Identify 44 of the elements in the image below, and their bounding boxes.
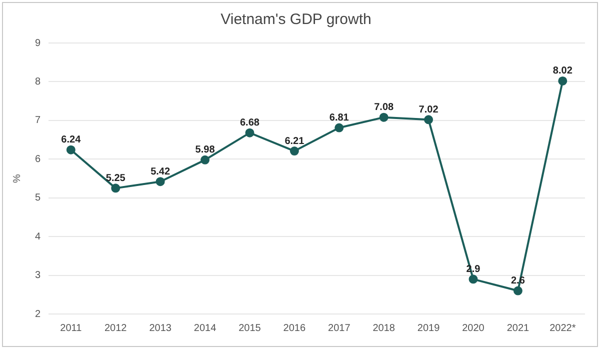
x-tick-label: 2015 [238,322,262,334]
point [468,274,478,284]
data-label: 7.08 [374,102,394,114]
x-tick-label: 2012 [104,322,128,334]
point [66,145,76,154]
data-label: 6.81 [329,112,350,124]
y-tick-label: 6 [35,154,41,165]
y-tick-label: 4 [35,231,41,242]
x-tick-label: 2017 [328,322,351,334]
point [513,286,522,296]
y-axis-title: % [12,174,23,183]
y-tick-label: 2 [35,308,41,320]
point [290,146,299,156]
data-label: 8.02 [552,66,573,77]
data-label: 5.42 [150,166,170,178]
x-tick-label: 2019 [417,322,440,334]
point [424,115,434,124]
data-label: 7.02 [418,104,439,116]
data-label: 6.68 [240,118,260,129]
data-label: 6.21 [284,136,305,147]
point [558,76,568,86]
data-label: 5.25 [106,172,126,184]
y-tick-label: 3 [35,270,41,282]
data-label: 6.24 [61,134,82,146]
x-tick-label: 2022* [550,322,576,334]
x-tick-label: 2016 [283,322,306,334]
x-tick-label: 2020 [462,322,485,334]
data-label: 5.98 [195,144,216,156]
y-tick-label: 7 [35,115,41,126]
x-tick-label: 2013 [149,322,172,334]
x-tick-label: 2011 [60,322,82,334]
point [200,155,210,164]
point [245,128,254,138]
x-tick-label: 2021 [506,322,530,334]
y-tick-label: 5 [35,192,41,204]
point [156,177,165,186]
chart-title: Vietnam's GDP growth [220,11,372,28]
point [111,184,120,193]
x-tick-label: 2018 [372,322,396,334]
point [334,123,344,132]
point [379,112,388,122]
y-tick-label: 9 [35,38,41,49]
y-tick-label: 8 [35,76,41,88]
x-tick-label: 2014 [194,322,217,334]
